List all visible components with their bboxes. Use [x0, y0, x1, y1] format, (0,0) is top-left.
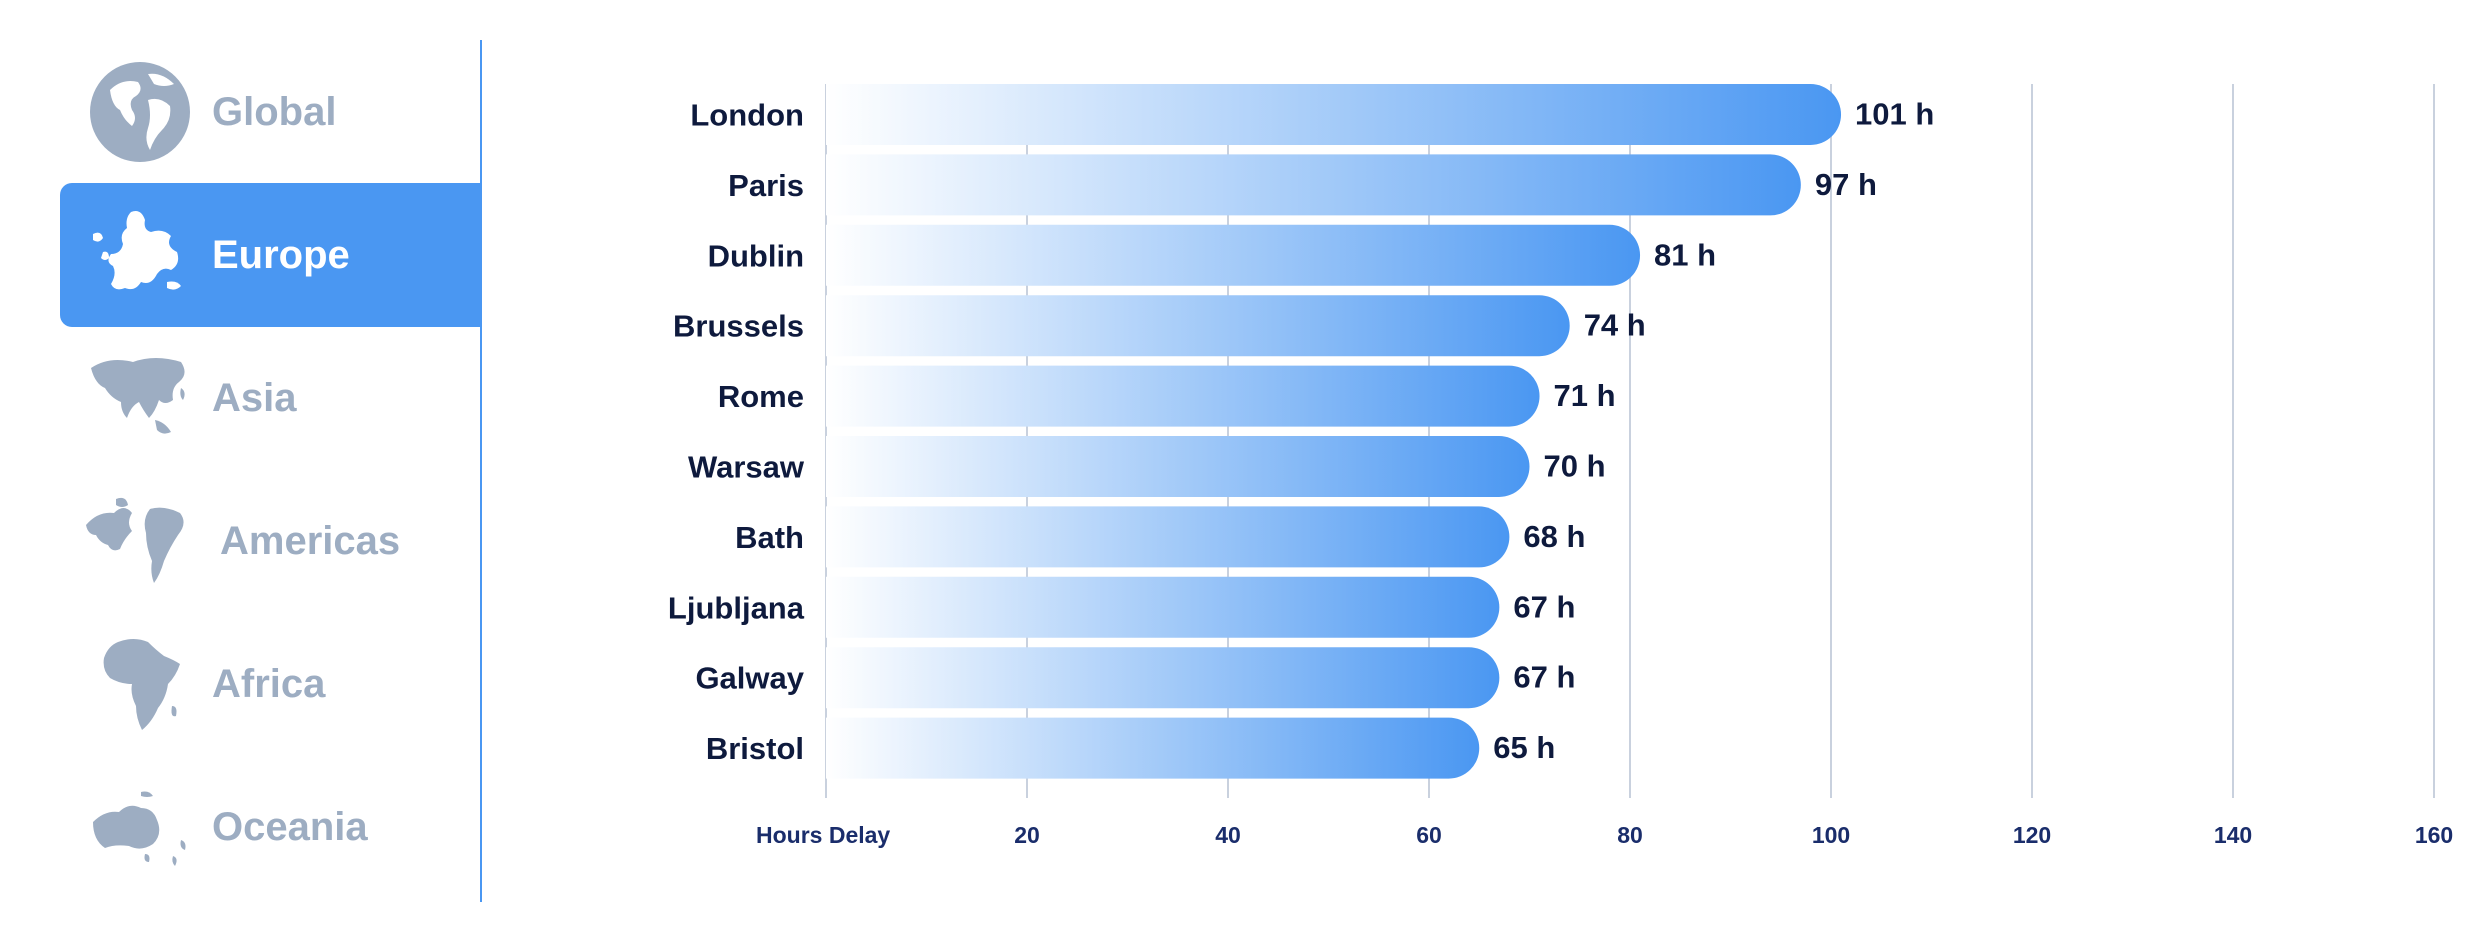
africa-map-icon	[80, 624, 200, 744]
category-label-brussels: Brussels	[673, 309, 804, 344]
x-axis-title: Hours Delay	[756, 822, 890, 848]
value-label-brussels: 74 h	[1584, 308, 1646, 343]
bar-rome[interactable]	[826, 365, 1540, 427]
value-label-bath: 68 h	[1523, 519, 1585, 554]
value-label-galway: 67 h	[1513, 660, 1575, 695]
region-label-africa: Africa	[212, 661, 326, 706]
region-label-oceania: Oceania	[212, 804, 368, 849]
bar-london[interactable]	[826, 84, 1842, 145]
region-label-global: Global	[212, 89, 337, 134]
asia-map-icon	[80, 338, 200, 458]
bar-dublin[interactable]	[826, 224, 1641, 286]
bar-paris[interactable]	[826, 154, 1801, 216]
globe-icon	[80, 52, 200, 172]
region-item-europe[interactable]: Europe	[60, 183, 482, 327]
region-item-global[interactable]: Global	[60, 40, 482, 184]
category-label-paris: Paris	[728, 168, 804, 203]
bars	[826, 84, 1842, 779]
sidebar-divider	[480, 40, 482, 902]
region-label-europe: Europe	[212, 232, 350, 277]
bar-bath[interactable]	[826, 506, 1510, 568]
x-tick-80: 80	[1617, 822, 1643, 848]
category-label-warsaw: Warsaw	[688, 450, 805, 485]
category-label-dublin: Dublin	[708, 238, 804, 273]
value-label-dublin: 81 h	[1654, 237, 1716, 272]
bar-brussels[interactable]	[826, 295, 1570, 357]
category-label-bath: Bath	[735, 520, 804, 555]
x-tick-40: 40	[1215, 822, 1241, 848]
region-item-asia[interactable]: Asia	[60, 326, 482, 470]
bar-galway[interactable]	[826, 647, 1500, 709]
x-tick-20: 20	[1014, 822, 1040, 848]
region-label-americas: Americas	[220, 518, 401, 563]
x-tick-160: 160	[2415, 822, 2453, 848]
bar-ljubljana[interactable]	[826, 576, 1500, 638]
value-label-warsaw: 70 h	[1544, 449, 1606, 484]
category-label-bristol: Bristol	[706, 731, 804, 766]
value-label-ljubljana: 67 h	[1513, 589, 1575, 624]
category-label-ljubljana: Ljubljana	[668, 590, 805, 625]
region-sidebar: Global Europe Asia	[0, 0, 482, 936]
value-label-rome: 71 h	[1554, 378, 1616, 413]
category-label-london: London	[690, 98, 804, 133]
x-tick-120: 120	[2013, 822, 2051, 848]
bar-labels: London 101 h Paris 97 h Dublin 81 h Brussels 74…	[668, 97, 1934, 767]
region-label-asia: Asia	[212, 375, 297, 420]
bar-bristol[interactable]	[826, 717, 1480, 779]
oceania-map-icon	[80, 767, 200, 887]
americas-map-icon	[80, 481, 200, 601]
region-item-americas[interactable]: Americas	[60, 469, 482, 613]
delay-chart: London 101 h Paris 97 h Dublin 81 h Brussels 74…	[560, 40, 2460, 920]
chart-canvas: London 101 h Paris 97 h Dublin 81 h Brussels 74…	[668, 84, 2453, 848]
value-label-london: 101 h	[1855, 97, 1934, 132]
category-label-rome: Rome	[718, 379, 804, 414]
category-label-galway: Galway	[695, 661, 804, 696]
europe-map-icon	[80, 195, 200, 315]
x-tick-100: 100	[1812, 822, 1850, 848]
bar-warsaw[interactable]	[826, 436, 1530, 497]
region-item-africa[interactable]: Africa	[60, 612, 482, 756]
value-label-paris: 97 h	[1815, 167, 1877, 202]
value-label-bristol: 65 h	[1493, 730, 1555, 765]
x-tick-60: 60	[1416, 822, 1442, 848]
x-tick-140: 140	[2214, 822, 2252, 848]
x-axis: Hours Delay 20 40 60 80 100 120 140 160	[756, 822, 2453, 848]
region-item-oceania[interactable]: Oceania	[60, 755, 482, 899]
